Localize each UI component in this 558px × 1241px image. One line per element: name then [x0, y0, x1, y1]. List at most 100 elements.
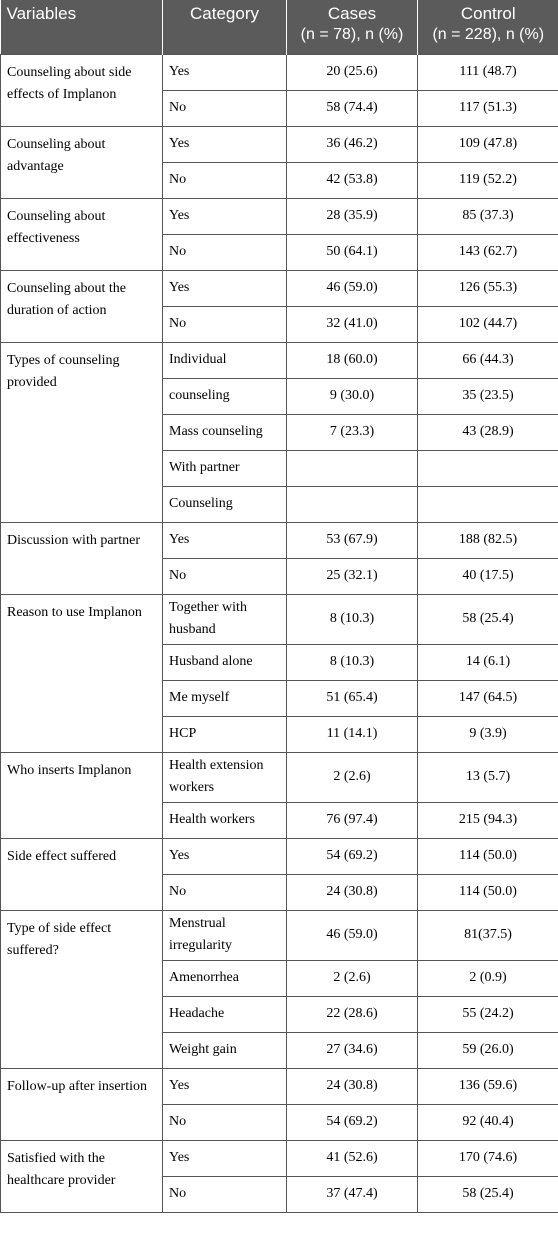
control-cell: 143 (62.7) [417, 233, 558, 271]
cases-cell: 2 (2.6) [286, 959, 418, 997]
category-cell: Amenorrhea [162, 959, 287, 997]
cases-cell: 50 (64.1) [286, 233, 418, 271]
category-cell: Health extension workers [162, 751, 287, 803]
category-cell: Yes [162, 837, 287, 875]
table-row: Counseling about effectiveness Yes 28 (35.… [0, 197, 558, 271]
cases-cell: 24 (30.8) [286, 1067, 418, 1105]
category-cell: counseling [162, 377, 287, 415]
table-row: Discussion with partner Yes 53 (67.9) 188 (… [0, 521, 558, 595]
control-cell [417, 485, 558, 523]
category-cell: Yes [162, 125, 287, 163]
cases-cell: 28 (35.9) [286, 197, 418, 235]
cases-cell: 36 (46.2) [286, 125, 418, 163]
header-cases: Cases (n = 78), n (%) [286, 0, 418, 54]
category-cell: No [162, 89, 287, 127]
control-cell: 102 (44.7) [417, 305, 558, 343]
variable-cell: Reason to use Implanon [0, 593, 163, 753]
header-variables: Variables [0, 0, 163, 54]
variable-cell: Counseling about the duration of action [0, 269, 163, 343]
category-cell: Individual [162, 341, 287, 379]
category-cell: Yes [162, 197, 287, 235]
cases-cell: 76 (97.4) [286, 801, 418, 839]
control-cell: 58 (25.4) [417, 593, 558, 645]
header-category: Category [162, 0, 287, 54]
cases-cell: 18 (60.0) [286, 341, 418, 379]
category-cell: Yes [162, 1067, 287, 1105]
cases-cell [286, 485, 418, 523]
data-table: Variables Category Cases (n = 78), n (%)… [0, 0, 558, 1213]
cases-cell: 20 (25.6) [286, 53, 418, 91]
cases-cell: 11 (14.1) [286, 715, 418, 753]
control-cell: 40 (17.5) [417, 557, 558, 595]
variable-cell: Side effect suffered [0, 837, 163, 911]
cases-cell: 37 (47.4) [286, 1175, 418, 1213]
control-cell: 188 (82.5) [417, 521, 558, 559]
control-cell: 55 (24.2) [417, 995, 558, 1033]
category-cell: Together with husband [162, 593, 287, 645]
control-cell: 114 (50.0) [417, 873, 558, 911]
category-cell: Me myself [162, 679, 287, 717]
table-row: No 50 (64.1) 143 (62.7) [1, 233, 558, 271]
control-cell: 85 (37.3) [417, 197, 558, 235]
category-cell: No [162, 161, 287, 199]
control-cell: 35 (23.5) [417, 377, 558, 415]
cases-cell: 54 (69.2) [286, 1103, 418, 1141]
header-cases-sub: (n = 78), n (%) [300, 26, 404, 43]
category-cell: Mass counseling [162, 413, 287, 451]
variable-cell: Discussion with partner [0, 521, 163, 595]
cases-cell: 7 (23.3) [286, 413, 418, 451]
variable-cell: Type of side effect suffered? [0, 909, 163, 1069]
table-row: Types of counseling provided Individual 18… [0, 341, 558, 523]
table-row: Follow-up after insertion Yes 24 (30.8) 136… [0, 1067, 558, 1141]
table-row: Weight gain 27 (34.6) 59 (26.0) [1, 1031, 558, 1069]
cases-cell: 2 (2.6) [286, 751, 418, 803]
table-row: Husband alone 8 (10.3) 14 (6.1) [1, 643, 558, 681]
table-row: Counseling about advantage Yes 36 (46.2) 10… [0, 125, 558, 199]
variable-cell: Satisfied with the healthcare provider [0, 1139, 163, 1213]
cases-cell: 25 (32.1) [286, 557, 418, 595]
control-cell: 147 (64.5) [417, 679, 558, 717]
category-cell: Counseling [162, 485, 287, 523]
variable-cell: Follow-up after insertion [0, 1067, 163, 1141]
table-row: No 32 (41.0) 102 (44.7) [1, 305, 558, 343]
control-cell: 2 (0.9) [417, 959, 558, 997]
cases-cell: 46 (59.0) [286, 269, 418, 307]
table-body: Counseling about side effects of Implano… [0, 53, 558, 1213]
cases-cell: 42 (53.8) [286, 161, 418, 199]
control-cell: 119 (52.2) [417, 161, 558, 199]
table-row: Who inserts Implanon Health extension wor… [0, 751, 558, 839]
category-cell: Yes [162, 521, 287, 559]
category-cell: Menstrual irregularity [162, 909, 287, 961]
table-row: Headache 22 (28.6) 55 (24.2) [1, 995, 558, 1033]
table-row: Me myself 51 (65.4) 147 (64.5) [1, 679, 558, 717]
cases-cell: 22 (28.6) [286, 995, 418, 1033]
table-row: No 37 (47.4) 58 (25.4) [1, 1175, 558, 1213]
table-row: Counseling about the duration of action Y… [0, 269, 558, 343]
control-cell: 114 (50.0) [417, 837, 558, 875]
table-row: Mass counseling 7 (23.3) 43 (28.9) [1, 413, 558, 451]
table-row: No 42 (53.8) 119 (52.2) [1, 161, 558, 199]
category-cell: Yes [162, 53, 287, 91]
control-cell: 13 (5.7) [417, 751, 558, 803]
control-cell: 43 (28.9) [417, 413, 558, 451]
cases-cell: 53 (67.9) [286, 521, 418, 559]
cases-cell: 9 (30.0) [286, 377, 418, 415]
category-cell: Health workers [162, 801, 287, 839]
category-cell: No [162, 305, 287, 343]
control-cell: 117 (51.3) [417, 89, 558, 127]
control-cell: 66 (44.3) [417, 341, 558, 379]
category-cell: Weight gain [162, 1031, 287, 1069]
category-cell: No [162, 233, 287, 271]
control-cell: 111 (48.7) [417, 53, 558, 91]
cases-cell: 46 (59.0) [286, 909, 418, 961]
table-header: Variables Category Cases (n = 78), n (%)… [0, 0, 558, 54]
variable-cell: Counseling about side effects of Implano… [0, 53, 163, 127]
table-row: Reason to use Implanon Together with husb… [0, 593, 558, 753]
control-cell: 81(37.5) [417, 909, 558, 961]
control-cell: 92 (40.4) [417, 1103, 558, 1141]
control-cell: 215 (94.3) [417, 801, 558, 839]
cases-cell: 41 (52.6) [286, 1139, 418, 1177]
variable-cell: Who inserts Implanon [0, 751, 163, 839]
cases-cell: 32 (41.0) [286, 305, 418, 343]
table-row: Type of side effect suffered? Menstrual i… [0, 909, 558, 1069]
